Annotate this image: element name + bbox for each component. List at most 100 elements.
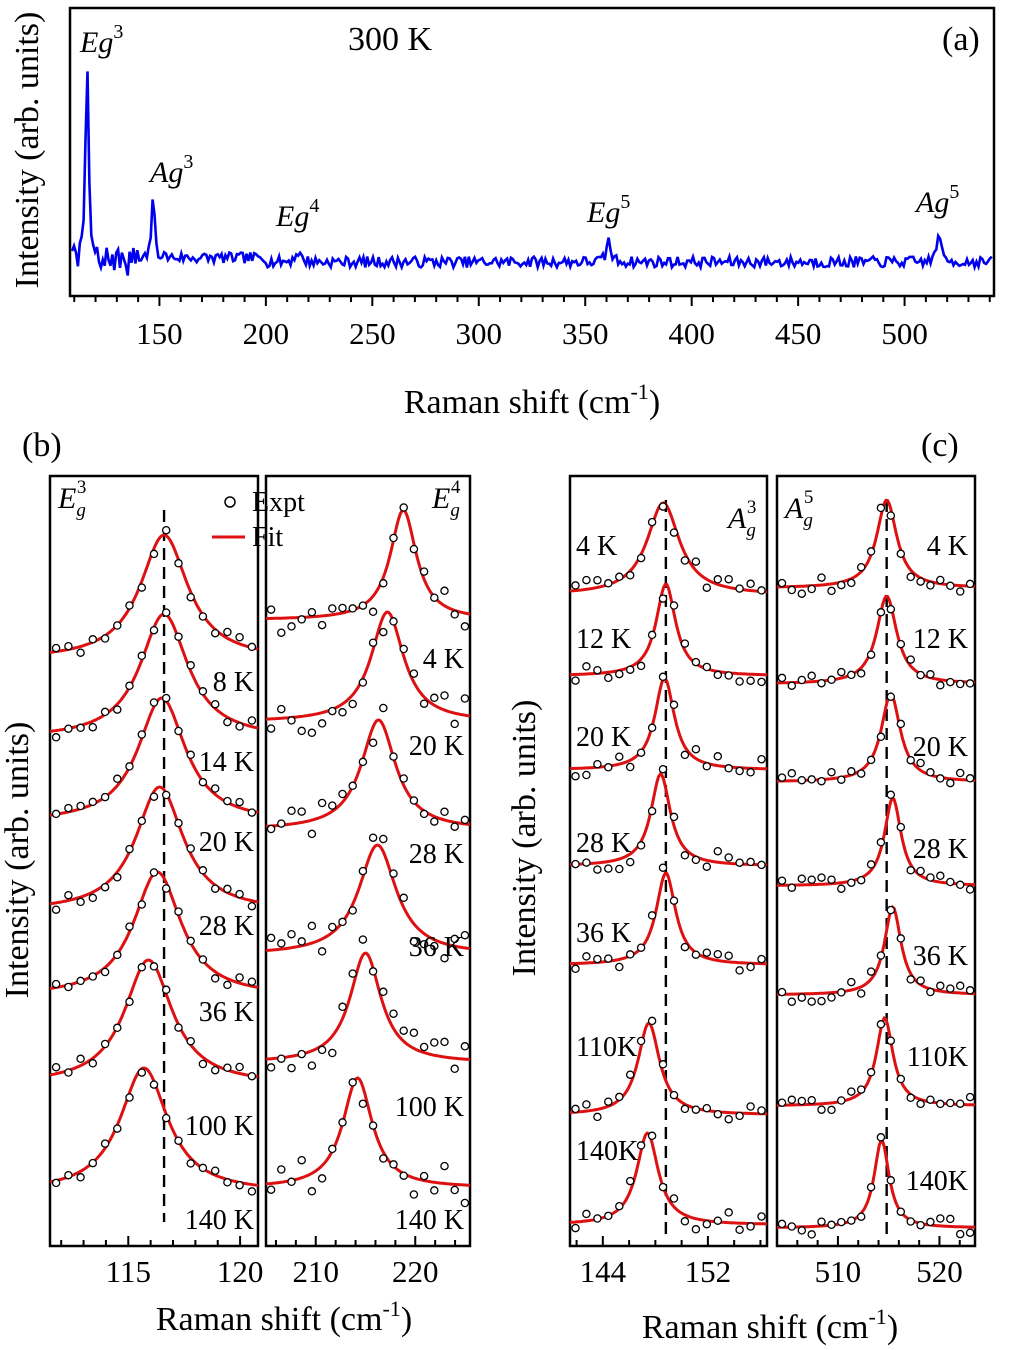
expt-point xyxy=(797,589,807,598)
expt-point xyxy=(76,976,85,986)
expt-point xyxy=(430,693,439,703)
expt-point xyxy=(125,762,134,771)
expt-point xyxy=(51,905,61,914)
y-axis-label: Intensity (arb. units) xyxy=(506,700,543,977)
expt-point xyxy=(702,583,712,592)
expt-point xyxy=(210,884,220,893)
expt-point xyxy=(797,1096,807,1106)
fit-curve xyxy=(569,772,768,867)
expt-point xyxy=(936,575,945,585)
expt-point xyxy=(916,976,925,985)
expt-point xyxy=(125,1093,134,1102)
expt-point xyxy=(906,975,915,984)
expt-point xyxy=(399,503,408,512)
expt-point xyxy=(757,586,766,595)
expt-point xyxy=(338,917,347,927)
panel-c-label: (c) xyxy=(921,427,959,464)
expt-point xyxy=(328,706,337,716)
x-tick-label: 500 xyxy=(881,316,928,351)
expt-point xyxy=(317,1174,327,1183)
expt-point xyxy=(210,1166,220,1175)
expt-point xyxy=(680,556,690,565)
expt-point xyxy=(847,670,856,680)
temperature-label: 4 K xyxy=(423,644,464,675)
expt-point xyxy=(88,635,98,644)
expt-point xyxy=(866,1182,876,1192)
expt-point xyxy=(886,692,896,701)
expt-point xyxy=(137,730,147,739)
expt-point xyxy=(876,838,886,847)
expt-point xyxy=(787,883,797,892)
expt-point xyxy=(713,670,723,680)
expt-point xyxy=(338,789,347,799)
expt-point xyxy=(235,973,244,982)
x-axis-label-sup: -1 xyxy=(630,379,648,404)
expt-point xyxy=(896,1207,906,1216)
temperature-label: 140 K xyxy=(395,1205,464,1236)
expt-point xyxy=(625,1070,635,1079)
fit-curve xyxy=(569,1021,768,1116)
mode-label-base: E xyxy=(57,482,76,515)
expt-point xyxy=(896,549,906,559)
expt-point xyxy=(946,677,955,687)
temperature-label: 12 K xyxy=(913,624,968,655)
expt-point xyxy=(807,1230,816,1239)
subpanel-frame xyxy=(264,474,472,1248)
expt-point xyxy=(137,583,147,592)
expt-point xyxy=(161,1113,171,1123)
expt-point xyxy=(174,818,183,828)
expt-point xyxy=(348,699,357,709)
expt-point xyxy=(174,1023,183,1032)
temperature-label: 20 K xyxy=(913,732,968,763)
expt-point xyxy=(916,866,925,876)
expt-point xyxy=(161,608,171,617)
expt-point xyxy=(636,1036,646,1046)
expt-point xyxy=(876,608,886,617)
expt-point xyxy=(817,573,826,582)
expt-point xyxy=(827,993,836,1002)
fit-curve xyxy=(777,594,976,685)
expt-point xyxy=(886,604,896,614)
subpanel-frame xyxy=(48,474,260,1248)
expt-point xyxy=(358,601,368,610)
legend-label-expt: Expt xyxy=(252,487,305,518)
expt-point xyxy=(450,1064,459,1074)
expt-point xyxy=(348,1078,357,1087)
expt-point xyxy=(876,732,886,742)
expt-point xyxy=(936,981,945,991)
expt-point xyxy=(702,862,712,871)
expt-point xyxy=(615,962,624,972)
expt-point xyxy=(368,738,378,748)
temperature-label: 36 K xyxy=(199,997,254,1028)
expt-point xyxy=(916,1220,925,1230)
expt-point xyxy=(669,812,679,822)
expt-point xyxy=(955,981,965,991)
expt-point xyxy=(856,1085,866,1094)
expt-point xyxy=(847,1216,856,1225)
expt-point xyxy=(51,1062,61,1072)
expt-point xyxy=(906,1217,915,1226)
y-axis-label: Intensity (arb. units) xyxy=(0,722,36,999)
temperature-label: 100 K xyxy=(185,1111,254,1142)
expt-point xyxy=(896,934,906,943)
expt-point xyxy=(409,1190,419,1199)
expt-point xyxy=(399,644,408,654)
mode-label-sup: 5 xyxy=(804,487,814,508)
x-tick-label: 144 xyxy=(580,1254,627,1289)
temperature-label: 14 K xyxy=(199,747,254,778)
expt-point xyxy=(223,796,232,806)
expt-point xyxy=(186,592,195,602)
fit-curve xyxy=(49,533,259,654)
expt-point xyxy=(604,673,613,683)
expt-point xyxy=(419,809,429,819)
expt-point xyxy=(440,586,449,596)
expt-point xyxy=(287,806,296,816)
temperature-label: 100 K xyxy=(395,1092,464,1123)
expt-point xyxy=(88,797,98,807)
x-tick-label: 115 xyxy=(106,1254,151,1289)
expt-point xyxy=(866,860,876,869)
expt-point xyxy=(946,1214,955,1224)
expt-point xyxy=(460,622,470,631)
expt-point xyxy=(856,875,866,885)
expt-point xyxy=(604,1211,613,1221)
